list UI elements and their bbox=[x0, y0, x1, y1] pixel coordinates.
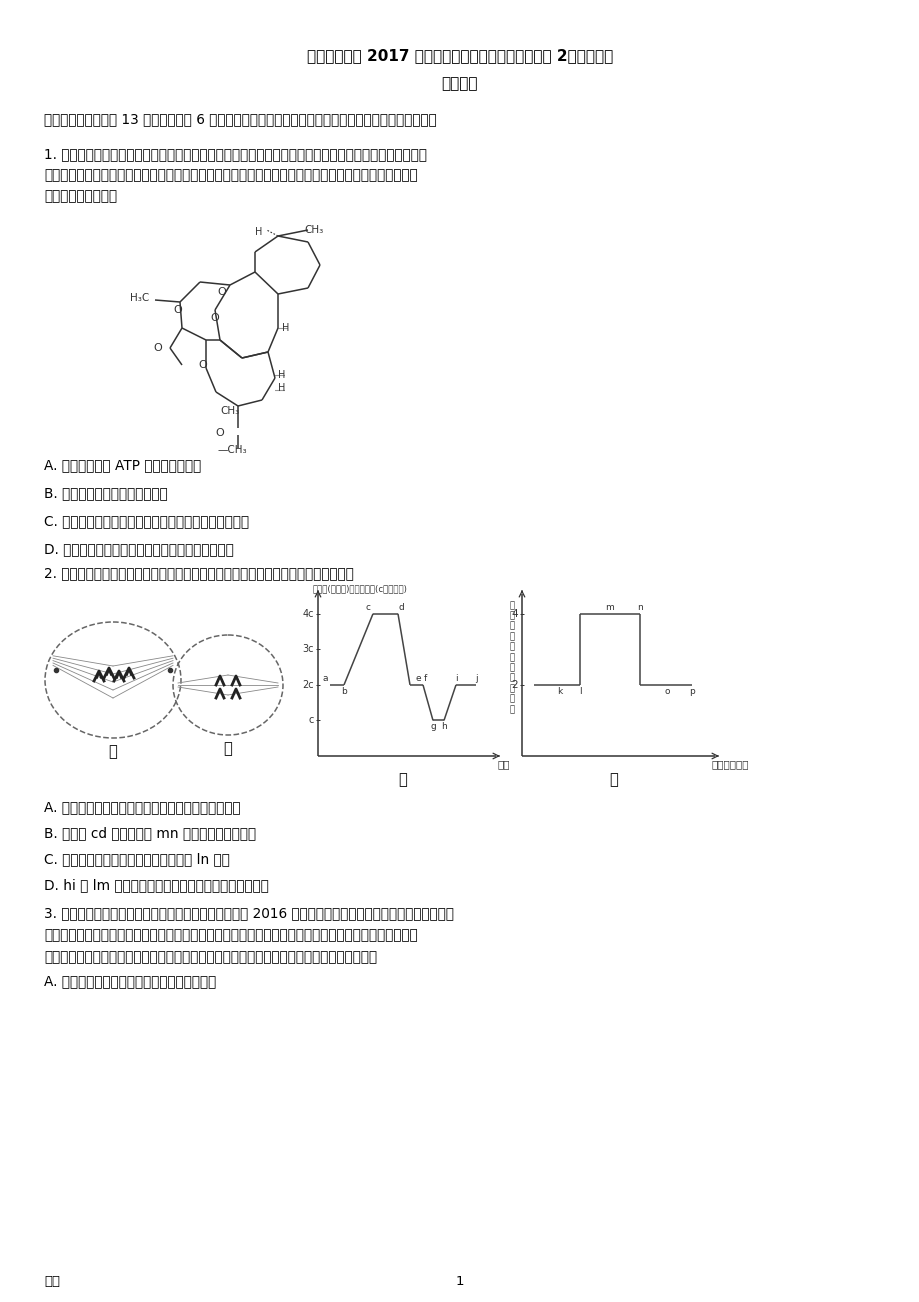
Text: n: n bbox=[637, 603, 642, 612]
Text: 2. 下图表示某一高等动物体内细胞分裂的分裂图和坐标图。则下列有关叙述错误的是: 2. 下图表示某一高等动物体内细胞分裂的分裂图和坐标图。则下列有关叙述错误的是 bbox=[44, 566, 354, 579]
Text: o: o bbox=[664, 687, 669, 695]
Text: 2: 2 bbox=[511, 680, 517, 690]
Text: O: O bbox=[173, 305, 182, 315]
Text: 或细胞器运输至溶酶体并降解，同时降解产物还可再次参与细胞组分的构建。下列相关说法是: 或细胞器运输至溶酶体并降解，同时降解产物还可再次参与细胞组分的构建。下列相关说法… bbox=[44, 950, 377, 963]
Text: k: k bbox=[557, 687, 562, 695]
Text: H₃C: H₃C bbox=[130, 293, 149, 303]
Text: p: p bbox=[688, 687, 694, 695]
Text: B. 蒿甲醚的作用机理类似于抗体: B. 蒿甲醚的作用机理类似于抗体 bbox=[44, 486, 167, 500]
Text: j: j bbox=[474, 674, 477, 682]
Text: 1: 1 bbox=[455, 1275, 464, 1288]
Text: a: a bbox=[323, 674, 328, 682]
Text: 某结构(或物质)的数量变化(c表示单位): 某结构(或物质)的数量变化(c表示单位) bbox=[312, 585, 407, 592]
Text: 甲: 甲 bbox=[108, 743, 118, 759]
Text: e: e bbox=[414, 674, 421, 682]
Text: C. 在蒿甲醚的作用下，疟原虫的物质转运效率明显降低: C. 在蒿甲醚的作用下，疟原虫的物质转运效率明显降低 bbox=[44, 514, 249, 529]
Text: 发生在细胞中的一种降解和再生细胞组分的基本过程。细胞自身能将其内部的受损、变性、衰老的蛋白质: 发生在细胞中的一种降解和再生细胞组分的基本过程。细胞自身能将其内部的受损、变性、… bbox=[44, 928, 417, 943]
Text: 普通高等学校 2017 年招生全国统一考试（终极押题卷 2）理科综合: 普通高等学校 2017 年招生全国统一考试（终极押题卷 2）理科综合 bbox=[307, 48, 612, 62]
Text: A. 细胞自噬和细胞凋亡对于细胞具有相同意义: A. 细胞自噬和细胞凋亡对于细胞具有相同意义 bbox=[44, 974, 216, 988]
Text: 3. 日本学者大隅良典因阐明细胞自体吞噬的机制而荣获 2016 年度诺贝尔生理学或医学奖，该机制旨在揭示: 3. 日本学者大隅良典因阐明细胞自体吞噬的机制而荣获 2016 年度诺贝尔生理学… bbox=[44, 906, 453, 921]
Text: i: i bbox=[454, 674, 457, 682]
Text: O: O bbox=[215, 428, 224, 437]
Text: 丙: 丙 bbox=[398, 772, 407, 786]
Text: A. 蒿甲醚具有与 ATP 相同的元素组成: A. 蒿甲醚具有与 ATP 相同的元素组成 bbox=[44, 458, 201, 473]
Text: D. 若长期使用蒿甲醚会诱导疟原虫出现抗药性变异: D. 若长期使用蒿甲醚会诱导疟原虫出现抗药性变异 bbox=[44, 542, 233, 556]
Text: 一、选择题：本题共 13 小题，每小题 6 分。在每小题给出的四个选项中，只有一项是符合题目要求的。: 一、选择题：本题共 13 小题，每小题 6 分。在每小题给出的四个选项中，只有一… bbox=[44, 112, 437, 126]
Text: A. 甲、乙两图可以来自于该生物同一部位的同一细胞: A. 甲、乙两图可以来自于该生物同一部位的同一细胞 bbox=[44, 799, 241, 814]
Text: d: d bbox=[399, 603, 404, 612]
Text: 丁: 丁 bbox=[609, 772, 618, 786]
Text: 2c: 2c bbox=[302, 680, 313, 690]
Text: c: c bbox=[366, 603, 370, 612]
Text: H: H bbox=[278, 370, 285, 380]
Text: B. 丙图中 cd 段和丁图中 mn 段可以表示同一时期: B. 丙图中 cd 段和丁图中 mn 段可以表示同一时期 bbox=[44, 825, 255, 840]
Text: g: g bbox=[430, 723, 436, 732]
Text: O: O bbox=[153, 342, 162, 353]
Text: 4: 4 bbox=[511, 609, 517, 618]
Text: D. hi 和 lm 的染色体组数均存在加倍现象，但原理不同: D. hi 和 lm 的染色体组数均存在加倍现象，但原理不同 bbox=[44, 878, 268, 892]
Text: 1. 青蒿素是一种抗疟疾的特效药，其作用机理主要是破坏疟原虫的膜性结构，使其泡膜、质膜和核膜均遭: 1. 青蒿素是一种抗疟疾的特效药，其作用机理主要是破坏疟原虫的膜性结构，使其泡膜… bbox=[44, 147, 426, 161]
Text: 乙: 乙 bbox=[223, 741, 233, 756]
Text: H: H bbox=[282, 323, 289, 333]
Text: O: O bbox=[210, 312, 219, 323]
Text: 细胞分裂时期: 细胞分裂时期 bbox=[711, 759, 749, 769]
Text: 生物试题: 生物试题 bbox=[441, 76, 478, 91]
Text: 破坏，屠呦呦及其团队在对此作进一步的研究中发现了一种药效更高的衍生物蒿甲醚，其结构式如下。下: 破坏，屠呦呦及其团队在对此作进一步的研究中发现了一种药效更高的衍生物蒿甲醚，其结… bbox=[44, 168, 417, 182]
Text: f: f bbox=[424, 674, 426, 682]
Text: CH₃: CH₃ bbox=[221, 406, 239, 417]
Text: —CH₃: —CH₃ bbox=[218, 445, 247, 454]
Text: O: O bbox=[198, 359, 207, 370]
Text: m: m bbox=[605, 603, 614, 612]
Text: 4c: 4c bbox=[302, 609, 313, 618]
Text: h: h bbox=[440, 723, 447, 732]
Text: O: O bbox=[218, 286, 226, 297]
Text: H: H bbox=[278, 383, 285, 393]
Text: 第页: 第页 bbox=[44, 1275, 60, 1288]
Text: b: b bbox=[341, 687, 346, 695]
Text: CH₃: CH₃ bbox=[303, 225, 323, 234]
Text: c: c bbox=[308, 715, 313, 725]
Text: C. 甲图中的下一个时期可对应于丁图的 ln 时期: C. 甲图中的下一个时期可对应于丁图的 ln 时期 bbox=[44, 852, 230, 866]
Text: 时间: 时间 bbox=[497, 759, 510, 769]
Text: l: l bbox=[578, 687, 581, 695]
Text: H: H bbox=[255, 227, 262, 237]
Text: 3c: 3c bbox=[302, 644, 313, 655]
Text: 列相关叙述正确的是: 列相关叙述正确的是 bbox=[44, 189, 117, 203]
Text: 一
个
细
胞
中
的
染
色
体
组
数: 一 个 细 胞 中 的 染 色 体 组 数 bbox=[509, 602, 514, 713]
